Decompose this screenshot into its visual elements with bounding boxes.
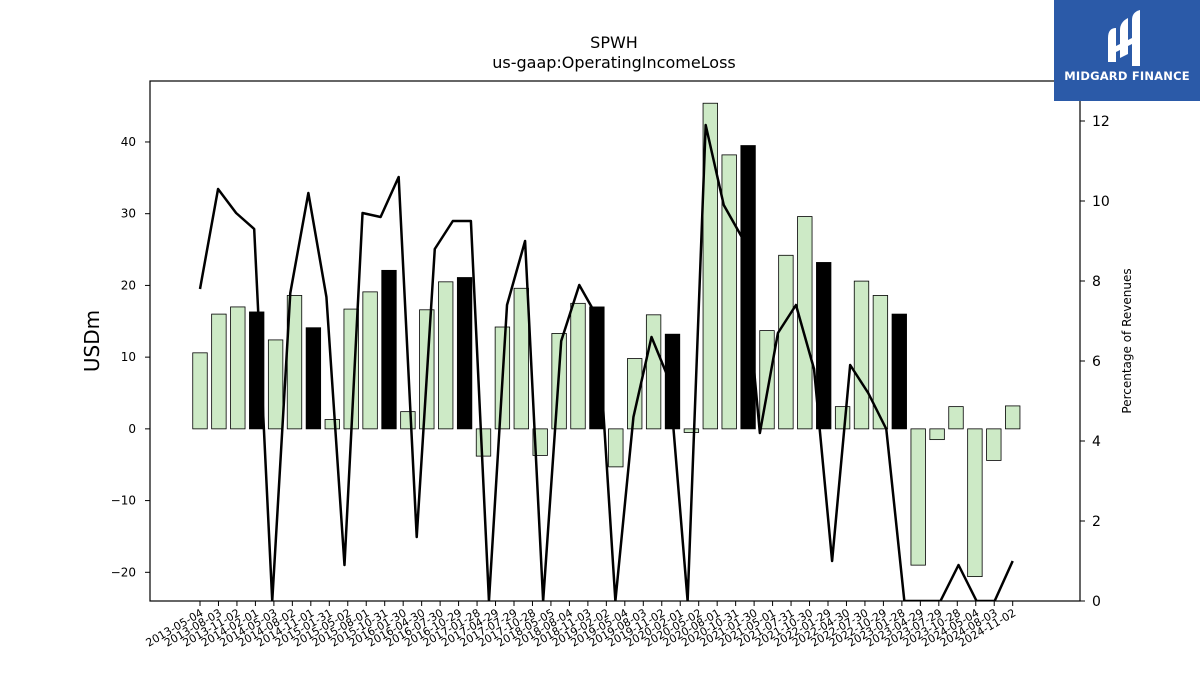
bar <box>740 145 756 430</box>
line-series <box>198 123 1014 601</box>
y-tick-label: 30 <box>121 207 136 221</box>
y2-tick-label: 12 <box>1092 114 1110 130</box>
bar <box>438 281 454 430</box>
bar <box>362 291 378 430</box>
bar <box>608 428 624 468</box>
bar <box>192 352 208 430</box>
y-axis-label: USDm <box>80 310 104 372</box>
bar <box>589 306 605 430</box>
chart-title: SPWH <box>590 33 638 52</box>
bar <box>797 216 813 430</box>
y2-tick-label: 8 <box>1092 274 1101 290</box>
bar <box>683 428 700 433</box>
bar <box>872 295 889 430</box>
bar <box>759 330 775 430</box>
bar <box>381 269 397 430</box>
bar <box>853 280 870 430</box>
y-tick-label: −10 <box>111 494 136 508</box>
y2-axis-label: Percentage of Revenues <box>1120 268 1134 413</box>
bar <box>400 411 416 430</box>
y-tick-label: 40 <box>121 135 136 149</box>
y2-tick-label: 2 <box>1092 514 1101 530</box>
bar <box>456 277 473 430</box>
bar <box>570 302 586 430</box>
y-tick-label: −20 <box>111 565 136 579</box>
bar-series <box>192 102 1021 578</box>
bar <box>891 313 907 430</box>
series-line <box>198 123 1014 601</box>
bar <box>986 428 1002 461</box>
y-tick-label: 0 <box>128 422 136 436</box>
bar <box>230 306 246 430</box>
bar <box>627 358 643 430</box>
bar <box>834 406 851 430</box>
bar <box>645 314 662 430</box>
midgard-logo-icon <box>1108 10 1140 66</box>
bar <box>721 154 737 430</box>
bar <box>211 313 227 430</box>
axes <box>149 80 1081 602</box>
y-axis-ticks: −20 −10 0 10 20 30 40 <box>111 135 150 579</box>
bar <box>929 428 945 441</box>
bar <box>910 428 926 566</box>
bar <box>1005 405 1021 430</box>
midgard-finance-logo: MIDGARD FINANCE <box>1054 0 1200 101</box>
y2-tick-label: 6 <box>1092 354 1101 370</box>
x-axis-ticks: 2013-05-042013-08-032013-11-022014-02-01… <box>144 601 1018 650</box>
bar <box>778 254 794 430</box>
y-tick-label: 10 <box>121 350 136 364</box>
bar <box>513 287 529 430</box>
bar <box>475 428 492 457</box>
y2-tick-label: 10 <box>1092 194 1110 210</box>
y2-tick-label: 0 <box>1092 594 1101 610</box>
plot-frame <box>149 80 1081 602</box>
y2-tick-label: 4 <box>1092 434 1101 450</box>
bar <box>816 262 832 430</box>
y-tick-label: 20 <box>121 278 136 292</box>
bar <box>967 428 983 578</box>
bar <box>948 406 964 430</box>
logo-text: MIDGARD FINANCE <box>1064 69 1190 83</box>
bar <box>267 339 284 430</box>
chart-subtitle: us-gaap:OperatingIncomeLoss <box>492 53 736 72</box>
bar <box>305 327 322 430</box>
bar <box>702 102 718 430</box>
bar <box>324 419 340 430</box>
y2-axis-ticks: 0 2 4 6 8 10 12 <box>1080 114 1110 610</box>
